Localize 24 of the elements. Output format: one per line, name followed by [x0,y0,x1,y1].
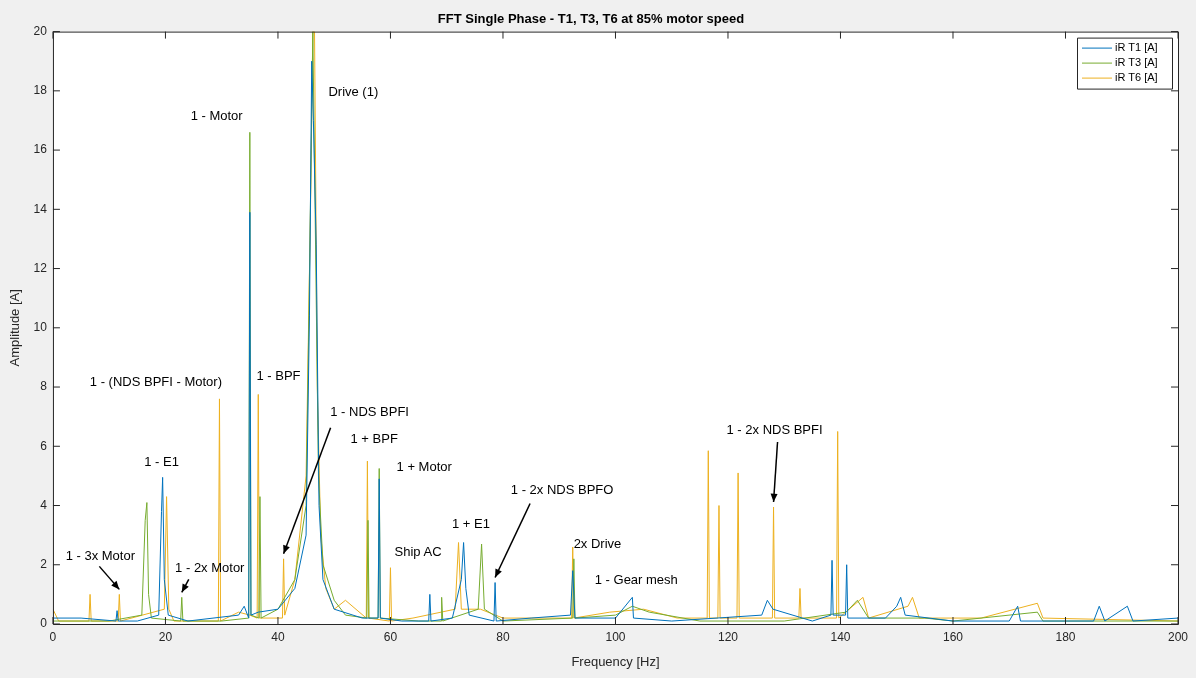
y-tick-label: 2 [40,557,48,572]
x-tick-label: 100 [605,629,626,644]
y-tick-label: 16 [33,142,48,157]
y-tick-label: 10 [33,320,48,335]
x-tick-label: 200 [1167,629,1189,644]
x-tick-label: 40 [271,629,285,644]
y-tick-label: 12 [33,260,48,275]
y-tick-label: 20 [33,23,48,38]
x-axis-title: Frequency [Hz] [571,653,660,669]
chart-title: FFT Single Phase - T1, T3, T6 at 85% motor speed [437,11,745,27]
x-tick-label: 180 [1055,629,1076,644]
x-tick-label: 160 [942,629,964,644]
x-tick-label: 80 [496,629,510,644]
y-axis-title: Amplitude [A] [7,289,23,367]
x-tick-label: 140 [830,629,851,644]
y-tick-label: 18 [33,83,48,98]
y-tick-label: 4 [40,497,48,512]
x-tick-label: 20 [158,629,173,644]
y-tick-label: 6 [40,438,48,453]
x-tick-label: 60 [383,629,398,644]
x-tick-label: 120 [717,629,739,644]
y-tick-label: 8 [40,379,48,394]
y-tick-label: 14 [33,201,48,216]
y-tick-label: 0 [40,616,48,631]
